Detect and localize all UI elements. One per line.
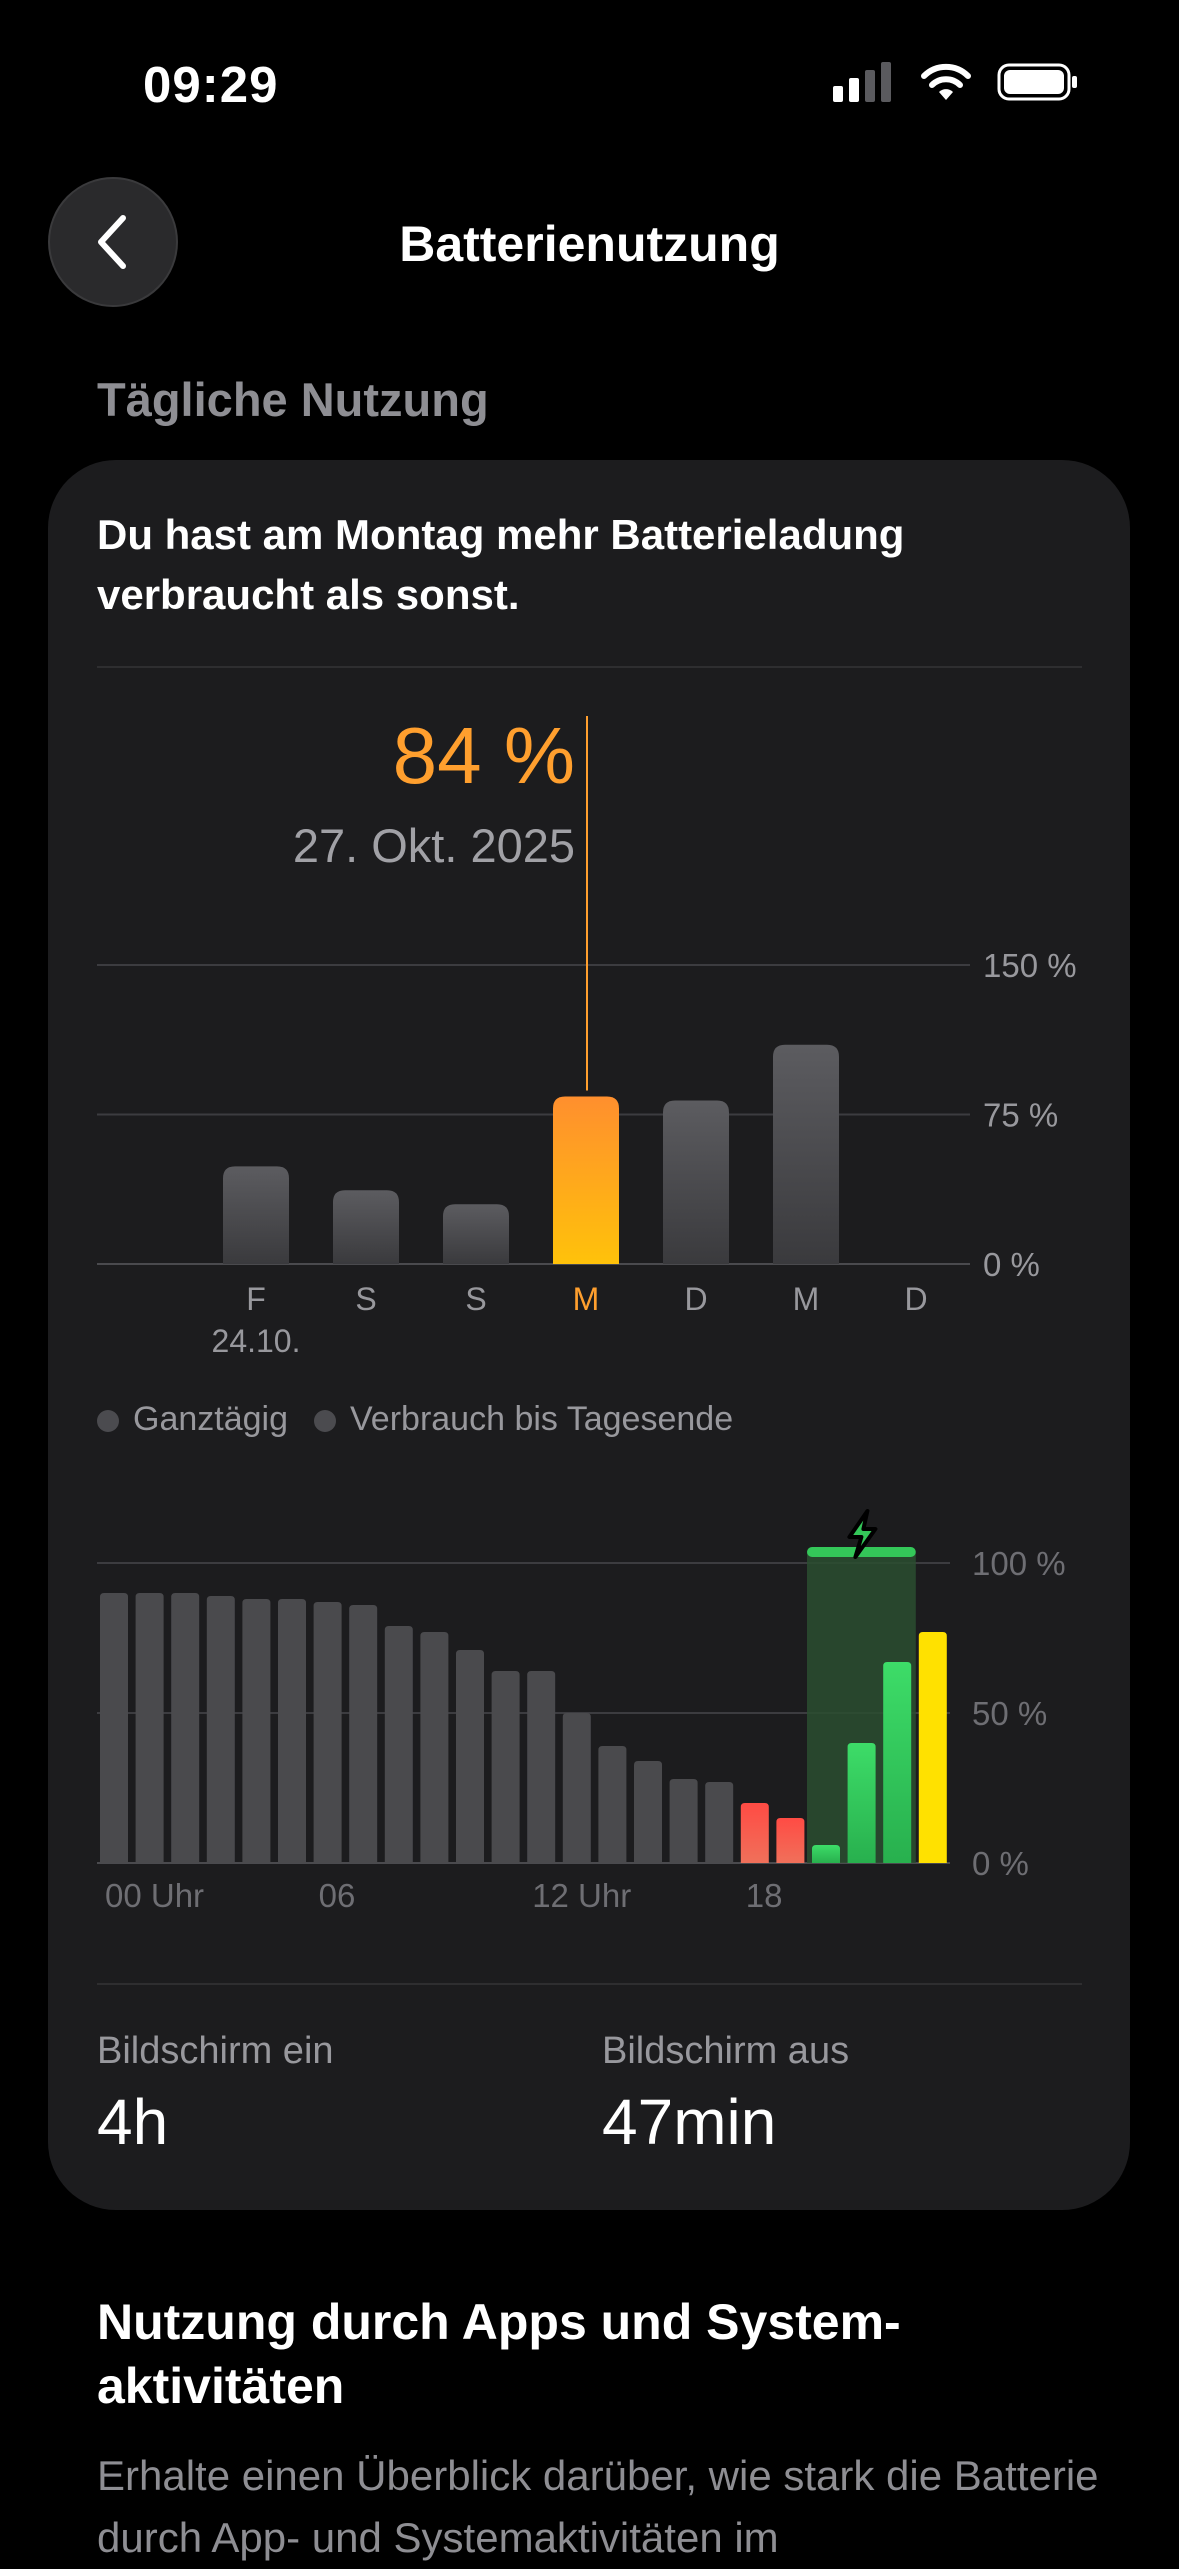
hour-bar (206, 1596, 235, 1863)
legend-item-all-day: Ganztägig (97, 1400, 288, 1439)
hour-bar (527, 1671, 556, 1863)
hour-bar (135, 1593, 164, 1863)
daily-usage-card (48, 460, 1130, 2210)
hour-bar (313, 1602, 342, 1863)
legend-dot (314, 1410, 336, 1432)
wifi-icon (921, 63, 971, 100)
selected-value: 84 % (392, 711, 575, 800)
x-tick-sublabel: 24.10. (212, 1323, 301, 1359)
section-label: Tägliche Nutzung (97, 373, 489, 426)
hour-bar (349, 1605, 378, 1863)
x-tick-label: D (684, 1281, 707, 1317)
hour-bar (420, 1632, 449, 1863)
hour-bar (705, 1782, 734, 1863)
divider (97, 666, 1082, 668)
legend-item-until-end: Verbrauch bis Tagesende (314, 1400, 733, 1439)
hour-bar (669, 1779, 698, 1863)
page-title: Batterienutzung (399, 216, 780, 272)
day-bar (663, 1100, 729, 1264)
x-tick-label: 18 (746, 1877, 783, 1910)
y-tick-label: 0 % (972, 1845, 1029, 1882)
hour-bar (491, 1671, 520, 1863)
screen-off-value: 47min (602, 2086, 777, 2158)
x-tick-label: 12 Uhr (532, 1877, 631, 1910)
hourly-battery-chart[interactable]: 0 % 50 % 100 % 00 Uhr 06 12 Uhr 18 (0, 1450, 1179, 1910)
hour-bar (598, 1746, 627, 1863)
hour-bar (171, 1593, 200, 1863)
hour-bar (456, 1650, 484, 1863)
daily-usage-chart[interactable]: 0 % 75 % 150 % F 24.10. S S M D M D (0, 0, 1179, 1400)
hour-bar (776, 1818, 805, 1863)
status-icons (833, 62, 1079, 102)
chevron-left-icon (98, 215, 126, 269)
hour-bar (883, 1662, 912, 1863)
day-bar (333, 1190, 399, 1264)
hour-bar (740, 1803, 769, 1863)
x-tick-label: S (465, 1281, 486, 1317)
hour-bar (242, 1599, 271, 1863)
screen-off-label: Bildschirm aus (602, 2030, 850, 2072)
hour-bar (812, 1845, 840, 1863)
y-tick-label: 75 % (983, 1097, 1058, 1134)
hour-bar (562, 1713, 591, 1863)
x-tick-label: M (573, 1281, 600, 1317)
hour-bar (100, 1593, 128, 1863)
screen-on-value: 4h (97, 2086, 169, 2158)
day-bar (223, 1166, 289, 1264)
status-time: 09:29 (143, 56, 279, 113)
chart-legend: Ganztägig Verbrauch bis Tagesende (97, 1400, 733, 1439)
x-tick-label: 00 Uhr (105, 1877, 204, 1910)
cellular-signal-icon (833, 62, 891, 102)
hour-bar (384, 1626, 413, 1863)
divider (97, 1983, 1082, 1985)
card-headline: Du hast am Montag mehr Batterieladung ve… (97, 511, 905, 618)
y-tick-label: 100 % (972, 1545, 1066, 1582)
x-tick-label: 06 (319, 1877, 356, 1910)
hour-bar (918, 1632, 947, 1863)
x-tick-label: F (246, 1281, 266, 1317)
battery-icon (997, 63, 1077, 101)
back-button[interactable] (48, 177, 178, 307)
legend-dot (97, 1410, 119, 1432)
screen-on-label: Bildschirm ein (97, 2030, 334, 2072)
x-tick-label: D (904, 1281, 927, 1317)
selected-date: 27. Okt. 2025 (292, 819, 575, 872)
x-tick-label: S (355, 1281, 376, 1317)
y-tick-label: 150 % (983, 947, 1077, 984)
hour-bar (278, 1599, 306, 1863)
y-tick-label: 50 % (972, 1695, 1047, 1732)
charging-bolt-icon (847, 1509, 878, 1559)
hour-bar (634, 1761, 662, 1863)
x-tick-label: M (793, 1281, 820, 1317)
day-bar (553, 1096, 619, 1264)
day-bar (443, 1204, 509, 1264)
day-bar (773, 1044, 839, 1264)
apps-section-description: Erhalte einen Überblick darüber, wie sta… (97, 2452, 1099, 2561)
apps-section-title: Nutzung durch Apps und System-aktivitäte… (97, 2294, 901, 2414)
y-tick-label: 0 % (983, 1246, 1040, 1283)
hour-bar (847, 1743, 876, 1863)
